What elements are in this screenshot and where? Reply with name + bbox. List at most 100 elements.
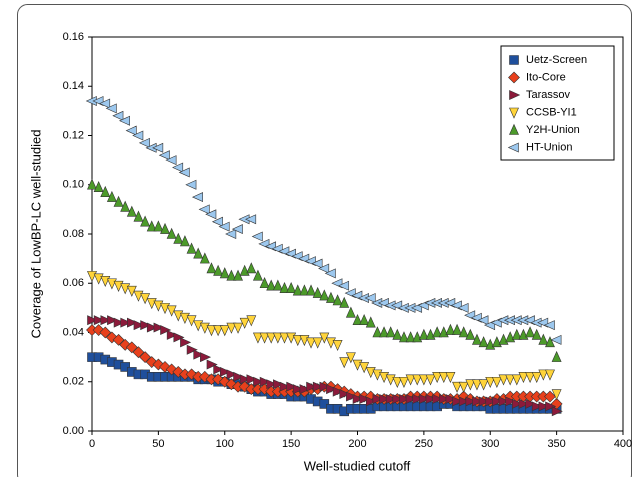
x-tick-label: 150: [282, 438, 300, 450]
y-tick-label: 0.16: [63, 31, 84, 43]
data-point: [339, 296, 350, 308]
data-point: [180, 337, 192, 348]
data-point: [346, 391, 358, 402]
data-point: [379, 326, 390, 338]
data-point: [252, 332, 263, 344]
data-point: [445, 394, 457, 404]
data-point: [465, 396, 477, 407]
data-point: [472, 333, 482, 345]
data-point: [359, 313, 370, 325]
data-point: [113, 195, 124, 207]
data-point: [392, 394, 404, 404]
y-tick-label: 0.10: [63, 179, 84, 191]
data-point: [319, 289, 330, 301]
legend-label: Tarassov: [526, 89, 571, 101]
x-tick-label: 350: [547, 438, 565, 450]
data-point: [252, 269, 263, 281]
legend-marker: [509, 90, 521, 100]
x-tick-label: 100: [216, 438, 234, 450]
data-point: [339, 389, 351, 400]
data-point: [93, 180, 104, 193]
data-point: [266, 332, 277, 344]
data-point: [279, 332, 290, 344]
legend-label: Y2H-Union: [526, 124, 580, 136]
data-point: [165, 155, 177, 166]
data-point: [385, 326, 396, 338]
data-point: [452, 381, 463, 393]
data-point: [478, 336, 489, 348]
data-point: [432, 372, 443, 384]
data-point: [87, 178, 97, 190]
legend-marker: [507, 142, 519, 153]
data-point: [352, 313, 363, 325]
data-point: [365, 316, 376, 328]
legend-label: CCSB-YI1: [526, 106, 577, 118]
data-point: [332, 340, 343, 352]
data-point: [472, 379, 482, 391]
x-tick-label: 400: [614, 438, 632, 450]
data-point: [531, 401, 543, 412]
data-point: [107, 315, 119, 326]
x-tick-label: 200: [348, 438, 366, 450]
data-point: [465, 328, 476, 340]
data-point: [138, 137, 150, 148]
data-point: [152, 142, 164, 153]
data-point: [477, 315, 489, 326]
data-point: [551, 389, 562, 401]
x-tick-label: 50: [152, 438, 164, 450]
data-point: [299, 384, 311, 395]
data-point: [179, 235, 190, 247]
y-tick-label: 0.02: [63, 376, 84, 388]
data-point: [324, 268, 336, 279]
data-point: [279, 281, 290, 293]
data-point: [326, 384, 338, 395]
data-point: [545, 401, 557, 412]
data-point: [266, 379, 278, 390]
data-point: [312, 381, 324, 392]
data-point: [173, 332, 185, 343]
data-point: [193, 247, 204, 259]
data-point: [518, 398, 530, 409]
data-point: [478, 396, 490, 407]
data-point: [112, 333, 125, 346]
legend-label: HT-Union: [526, 141, 572, 153]
data-point: [246, 374, 258, 385]
data-point: [213, 264, 224, 276]
data-point: [178, 167, 190, 178]
x-tick-label: 300: [481, 438, 499, 450]
data-point: [292, 284, 303, 296]
data-point: [545, 336, 555, 348]
data-point: [186, 344, 198, 355]
data-point: [172, 162, 184, 173]
data-point: [505, 396, 517, 407]
legend-marker: [508, 71, 520, 84]
data-point: [485, 396, 497, 407]
data-point: [457, 302, 469, 313]
data-point: [458, 381, 469, 393]
data-point: [146, 322, 158, 333]
y-tick-label: 0.06: [63, 277, 84, 289]
y-tick-label: 0.14: [63, 80, 84, 92]
data-point: [345, 352, 356, 364]
data-point: [445, 372, 456, 384]
data-point: [458, 326, 469, 338]
data-point: [199, 252, 210, 264]
data-point: [550, 334, 562, 345]
data-point: [153, 220, 164, 232]
data-point: [126, 205, 137, 217]
data-point: [425, 394, 437, 404]
data-point: [511, 328, 522, 340]
data-point: [206, 325, 217, 337]
data-point: [352, 394, 364, 404]
data-point: [425, 374, 436, 386]
data-point: [93, 315, 105, 326]
data-point: [412, 394, 424, 404]
data-point: [478, 379, 489, 391]
data-point: [306, 337, 317, 349]
data-point: [185, 179, 197, 190]
data-point: [332, 294, 343, 306]
data-point: [146, 220, 157, 232]
data-point: [112, 110, 124, 121]
data-point: [419, 394, 431, 404]
data-point: [158, 150, 170, 161]
